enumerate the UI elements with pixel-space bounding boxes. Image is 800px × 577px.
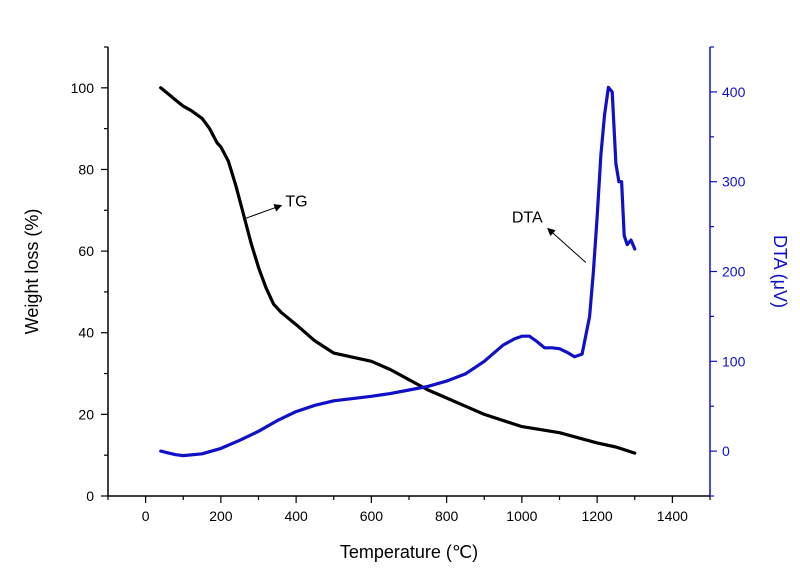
x-tick-label: 1200 xyxy=(582,508,613,524)
tg-annotation-label: TG xyxy=(285,193,307,210)
x-tick-label: 1000 xyxy=(506,508,537,524)
y-right-tick-label: 400 xyxy=(722,84,746,100)
y-right-tick-label: 0 xyxy=(722,443,730,459)
y-left-tick-label: 100 xyxy=(71,80,95,96)
annotations: TG DTA xyxy=(245,193,587,263)
x-tick-label: 0 xyxy=(142,508,150,524)
x-tick-label: 400 xyxy=(284,508,308,524)
x-tick-label: 200 xyxy=(209,508,233,524)
y-left-tick-label: 80 xyxy=(78,161,94,177)
y-left-tick-label: 0 xyxy=(86,488,94,504)
dta-annotation-label: DTA xyxy=(512,210,543,227)
dta-annotation-arrow xyxy=(547,227,587,263)
axes: 0 200 400 600 800 1000 1200 1400020406080100010… xyxy=(71,46,746,524)
y-left-tick-label: 20 xyxy=(78,406,94,422)
y-axis-right-title: DTA (μV) xyxy=(770,235,790,308)
y-right-tick-label: 100 xyxy=(722,353,746,369)
x-tick-label: 600 xyxy=(360,508,384,524)
y-left-tick-label: 40 xyxy=(78,325,94,341)
series-line-tg xyxy=(159,86,637,455)
series-line-dta xyxy=(159,85,637,458)
x-axis-title: Temperature (℃) xyxy=(340,542,478,562)
x-tick-label: 800 xyxy=(435,508,459,524)
y-right-tick-label: 300 xyxy=(722,174,746,190)
x-tick-label: 1400 xyxy=(657,508,688,524)
y-axis-left-title: Weight loss (%) xyxy=(22,209,42,335)
y-right-tick-label: 200 xyxy=(722,264,746,280)
y-left-tick-label: 60 xyxy=(78,243,94,259)
series-layer xyxy=(159,85,637,458)
tg-annotation-arrow xyxy=(245,204,283,219)
